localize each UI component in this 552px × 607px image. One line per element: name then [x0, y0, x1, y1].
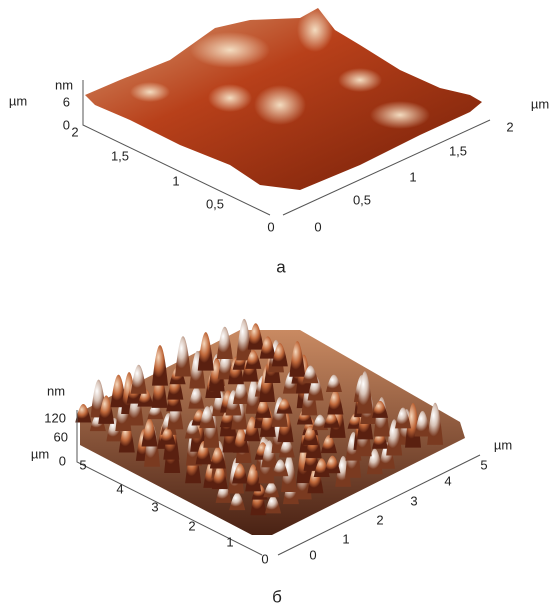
- z-tick-label: 6: [63, 94, 70, 109]
- right-tick-label: 1: [409, 169, 416, 184]
- left-tick-label: 3: [151, 499, 158, 514]
- right-tick-label: 5: [480, 457, 487, 472]
- z-tick-label: 0: [63, 117, 70, 132]
- z-unit: nm: [47, 383, 65, 398]
- peak: [248, 323, 264, 349]
- right-tick-label: 0,5: [353, 192, 371, 207]
- panel-label: б: [272, 587, 282, 606]
- left-tick-label: 1,5: [111, 148, 129, 163]
- surface-a: [85, 8, 482, 190]
- panel-label: а: [276, 257, 286, 276]
- z-unit: nm: [55, 77, 73, 92]
- peak: [198, 332, 214, 370]
- z-tick-label: 120: [44, 410, 66, 425]
- right-tick-label: 0: [309, 547, 316, 562]
- left-tick-label: 0: [267, 219, 274, 234]
- right-unit: µm: [494, 437, 512, 452]
- peak: [175, 336, 191, 376]
- peak: [217, 327, 233, 359]
- right-tick-label: 1,5: [449, 143, 467, 158]
- right-tick-label: 1: [342, 531, 349, 546]
- right-tick-label: 2: [376, 512, 383, 527]
- right-tick-label: 3: [410, 493, 417, 508]
- peak: [152, 345, 168, 386]
- peak: [131, 365, 147, 394]
- left-unit: µm: [31, 446, 49, 461]
- right-unit: µm: [531, 96, 549, 111]
- z-tick-label: 60: [54, 429, 68, 444]
- left-tick-label: 4: [116, 481, 123, 496]
- right-tick-label: 0: [314, 219, 321, 234]
- left-unit: µm: [9, 93, 27, 108]
- left-tick-label: 1: [172, 173, 179, 188]
- left-tick-label: 2: [71, 124, 78, 139]
- left-tick-label: 0: [261, 551, 268, 566]
- z-tick-label: 0: [59, 453, 66, 468]
- right-tick-label: 4: [444, 473, 451, 488]
- left-tick-label: 5: [79, 457, 86, 472]
- left-tick-label: 2: [188, 518, 195, 533]
- peak: [75, 404, 91, 422]
- left-tick-label: 1: [226, 534, 233, 549]
- figure: аnmµmµm6021,510,5000,511,52бnmµmµm120600…: [0, 0, 552, 607]
- surface-b: [75, 319, 465, 535]
- left-tick-label: 0,5: [206, 196, 224, 211]
- right-tick-label: 2: [506, 119, 513, 134]
